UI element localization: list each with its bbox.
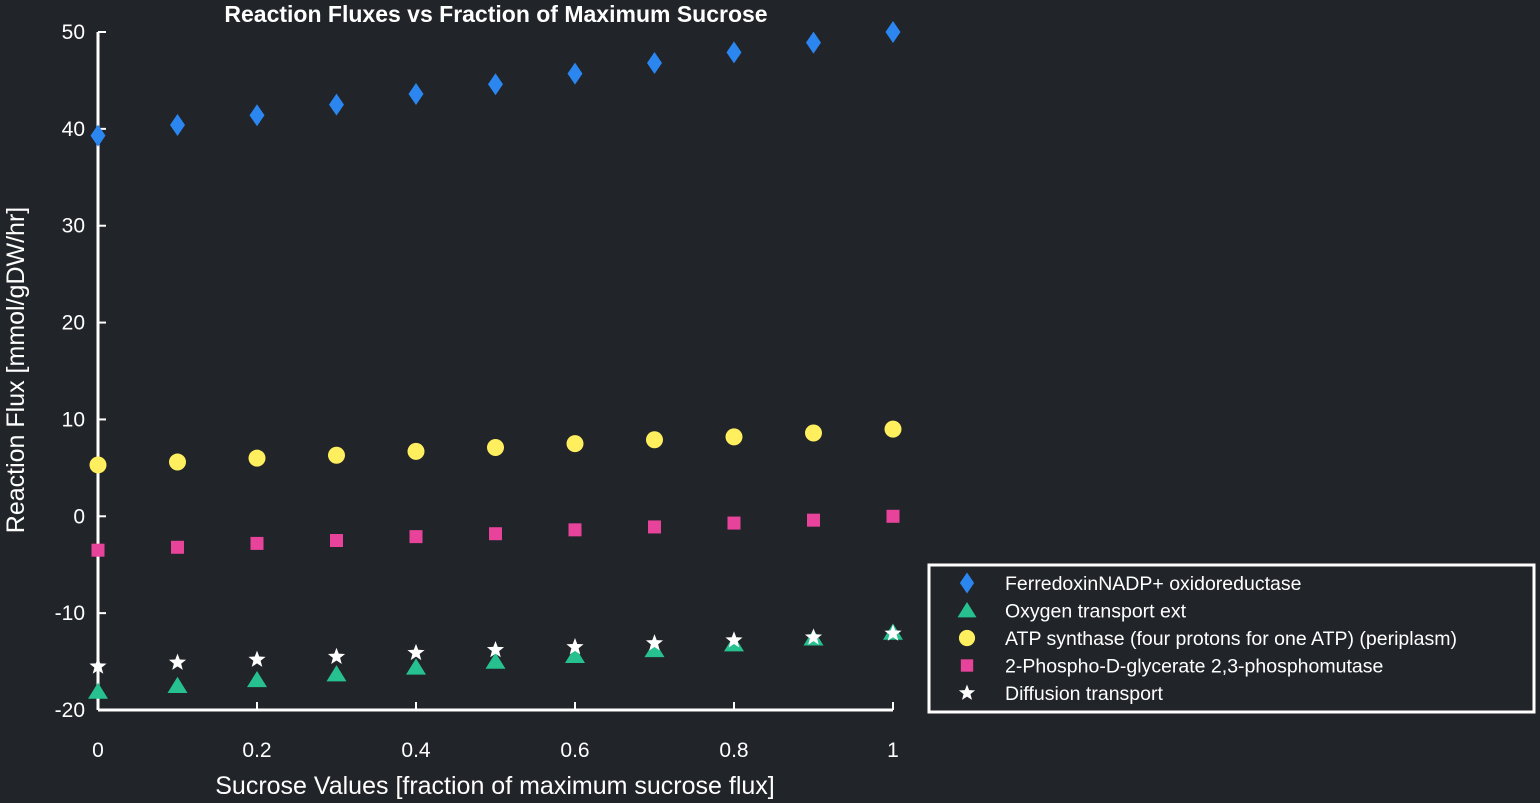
data-point [488,73,503,96]
x-tick-label: 0.2 [242,739,271,762]
legend-label: Diffusion transport [1005,683,1163,705]
data-point [487,439,504,457]
data-point [486,640,505,658]
legend-items: FerredoxinNADP+ oxidoreductase Oxygen tra… [957,572,1457,705]
data-point [249,104,265,127]
data-point [489,527,502,541]
data-point [566,638,584,655]
chart-title: Reaction Fluxes vs Fraction of Maximum S… [224,1,767,27]
x-tick-label: 0.6 [560,739,589,762]
data-points [88,21,903,699]
x-tick-label: 1 [887,739,899,762]
x-axis-ticks: 0 0.2 0.4 0.6 0.8 1 [92,702,899,762]
data-point [644,640,665,658]
legend-marker [960,659,974,672]
data-point [646,431,663,449]
legend-label: Oxygen transport ext [1005,601,1187,623]
y-tick-label: -10 [55,602,85,625]
data-point [247,670,267,688]
legend-box [927,563,1536,714]
y-tick-label: -20 [55,699,85,722]
data-point [485,652,506,669]
data-point [408,82,424,105]
x-tick-label: 0.4 [401,739,431,762]
legend-marker [958,684,976,700]
y-tick-label: 10 [62,408,85,431]
data-point [171,540,184,554]
plot-area: -20 -10 0 10 20 30 40 50 0 0.2 0.4 0.6 0.8 1 [55,21,903,762]
legend-label: FerredoxinNADP+ oxidoreductase [1005,573,1301,595]
data-point [169,453,186,471]
x-tick-label: 0.8 [719,739,748,762]
data-point [804,628,823,645]
data-point [805,424,822,442]
data-point [566,435,584,453]
data-point [725,631,743,648]
x-axis-label: Sucrose Values [fraction of maximum sucr… [215,772,774,800]
data-point [170,113,185,136]
data-point [248,650,266,667]
data-point [885,21,901,43]
data-point [727,516,741,530]
data-point [807,513,820,527]
data-point [884,624,902,641]
y-axis-ticks: -20 -10 0 10 20 30 40 50 [55,21,106,722]
data-point [565,646,585,663]
data-point [90,124,106,147]
data-point [726,41,742,64]
legend-marker [959,572,975,594]
data-point [326,665,347,682]
data-point [567,62,583,85]
data-point [886,509,900,523]
data-point [725,428,743,446]
data-point [327,647,346,665]
data-point [806,31,821,54]
data-point [407,643,425,661]
data-point [329,93,344,116]
data-point [407,442,425,460]
y-tick-label: 0 [73,505,85,528]
data-point [406,658,426,675]
y-tick-label: 30 [62,215,85,238]
data-point [330,534,343,547]
data-point [250,536,264,550]
data-point [328,446,345,464]
data-point [89,657,107,674]
data-point [884,420,902,438]
data-point [168,653,187,670]
y-tick-label: 20 [62,312,85,335]
data-point [89,456,107,474]
data-point [88,682,108,699]
legend-marker [957,601,977,618]
y-tick-label: 50 [62,21,85,44]
data-point [647,51,662,74]
data-point [91,543,105,557]
legend-marker [958,629,976,647]
data-point [167,676,188,693]
y-axis-label: Reaction Flux [mmol/gDW/hr] [2,207,30,533]
data-point [248,449,266,467]
data-point [409,530,423,544]
data-point [648,520,661,534]
legend: FerredoxinNADP+ oxidoreductase Oxygen tra… [927,563,1536,714]
legend-label: ATP synthase (four protons for one ATP) … [1005,628,1457,650]
y-tick-label: 40 [62,118,85,141]
legend-label: 2-Phospho-D-glycerate 2,3-phosphomutase [1005,656,1383,678]
data-point [568,523,582,537]
x-tick-label: 0 [92,739,104,762]
data-point [645,634,664,651]
